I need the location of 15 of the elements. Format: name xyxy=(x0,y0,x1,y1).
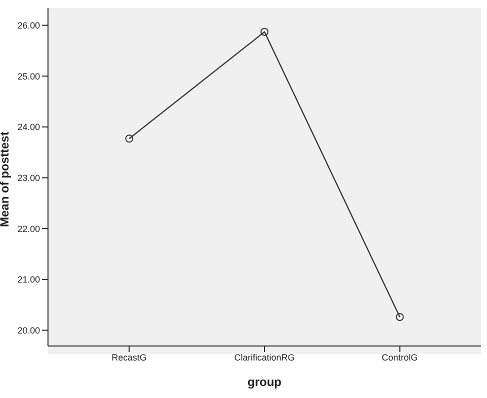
y-tick-label: 23.00 xyxy=(17,172,40,183)
point xyxy=(396,313,404,322)
x-tick-label: RecastG xyxy=(112,352,147,362)
y-tick-label: 24.00 xyxy=(17,122,40,132)
x-tick-label: ClarificationRG xyxy=(234,352,295,362)
y-tick-label: 20.00 xyxy=(17,325,40,336)
y-tick-label: 26.00 xyxy=(17,20,40,30)
y-axis-title: Mean of posttest xyxy=(0,132,12,227)
y-tick-label: 25.00 xyxy=(17,71,40,82)
y-tick-label: 22.00 xyxy=(17,224,40,234)
x-tick-label: ControlG xyxy=(382,352,418,362)
y-tick-label: 21.00 xyxy=(17,274,40,285)
point xyxy=(260,28,268,36)
x-axis-title: group xyxy=(248,375,282,389)
point xyxy=(125,134,134,143)
